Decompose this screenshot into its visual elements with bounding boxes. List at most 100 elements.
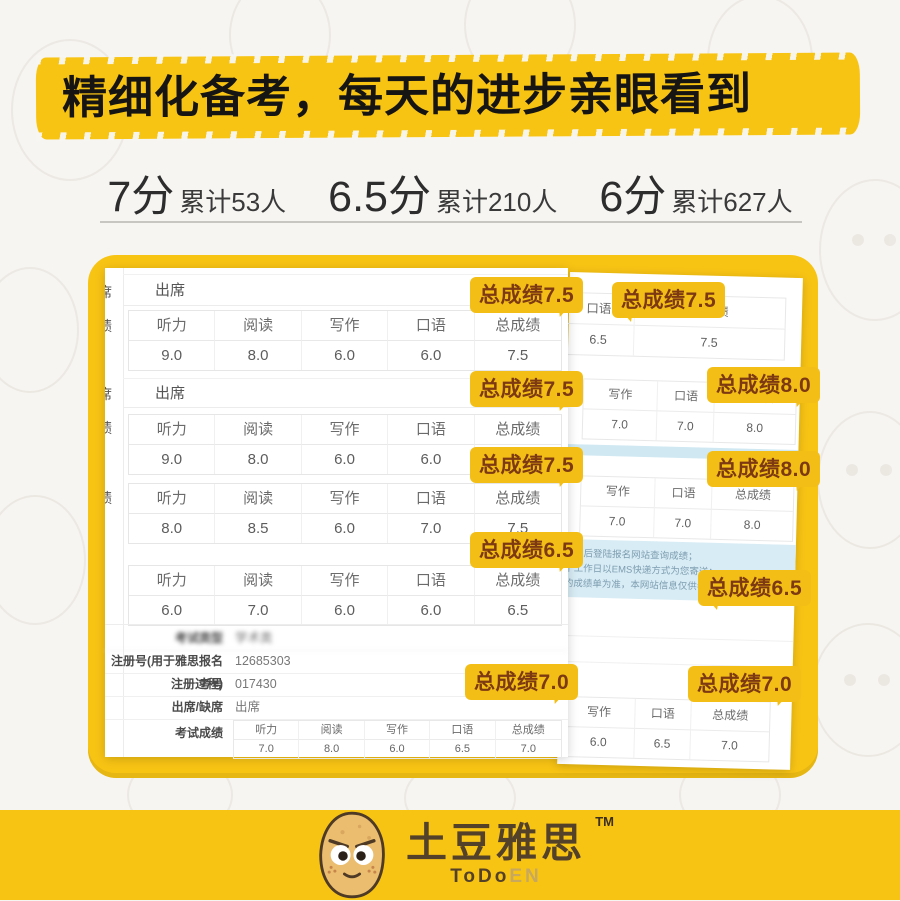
- col-header: 阅读: [215, 566, 302, 596]
- stat-score: 6分: [599, 173, 667, 221]
- score-cell: 6.0: [388, 445, 475, 474]
- form-label: 考号: [198, 677, 223, 691]
- brand-band: 土豆雅思 TM ToDoEN: [0, 810, 900, 900]
- col-header: 阅读: [215, 484, 302, 514]
- score-cell: 6.0: [365, 740, 431, 758]
- score-cell: 9.0: [129, 341, 216, 370]
- col-header: 阅读: [215, 311, 302, 341]
- score-cell: 8.0: [129, 514, 216, 543]
- score-callout: 总成绩6.5: [698, 570, 812, 606]
- col-header: 口语: [655, 478, 714, 510]
- score-cell: 6.0: [388, 341, 475, 370]
- registration-form: 考试类型 学术类 注册号(用于雅思报名注册过程) 12685303 考号 017…: [105, 624, 568, 759]
- score-cell: 7.0: [520, 743, 536, 755]
- col-header: 总成绩: [474, 311, 561, 341]
- col-header: 写作: [301, 484, 389, 514]
- stat-count: 累计53人: [179, 187, 287, 217]
- score-cell: 6.0: [302, 341, 389, 370]
- score-cell: 6.0: [562, 726, 636, 758]
- score-cell: 6.5: [562, 323, 635, 356]
- score-cell: 7.0: [654, 508, 713, 539]
- score-cell: 7.0: [582, 409, 658, 441]
- brand-logo: 土豆雅思 TM ToDoEN: [406, 814, 614, 888]
- score-table: 写作 口语 总成绩 6.0 6.5 7.0: [561, 695, 771, 763]
- form-label: 出席/缺席: [171, 700, 223, 714]
- form-value: 12685303: [235, 654, 291, 668]
- brand-name-cn: 土豆雅思: [406, 819, 586, 866]
- score-cell: 6.0: [129, 596, 216, 625]
- col-header: 阅读: [215, 415, 302, 445]
- score-table: 听力 阅读 写作 口语 总成绩 6.0 7.0 6.0 6.0 6.5: [128, 565, 562, 626]
- cutoff-char: 席: [105, 282, 112, 302]
- col-header: 听力: [129, 484, 216, 514]
- stat-count: 累计627人: [671, 187, 793, 217]
- score-cell: 7.0: [234, 740, 300, 758]
- cutoff-char: 绩: [105, 316, 112, 336]
- attendance-row: 出席: [123, 274, 568, 306]
- empty-row: [559, 634, 794, 668]
- col-header: 听力: [129, 566, 216, 596]
- score-callout: 总成绩7.5: [470, 277, 584, 313]
- stat-item: 6.5分 累计210人: [328, 162, 557, 224]
- col-header: 总成绩: [474, 566, 561, 596]
- form-label: 考试成绩: [174, 726, 223, 740]
- brand-name-en: ToDoEN: [406, 866, 586, 888]
- stat-count: 累计210人: [435, 187, 558, 217]
- form-value: 出席: [235, 700, 261, 714]
- stat-score: 7分: [107, 173, 175, 221]
- score-cell: 6.5: [430, 740, 496, 758]
- col-header: 总成绩: [474, 415, 561, 445]
- col-header: 写作: [580, 476, 656, 509]
- score-cell: 8.0: [743, 517, 761, 533]
- col-header: 口语: [388, 415, 475, 445]
- cutoff-char: 绩: [105, 488, 112, 508]
- attendance-row: 出席: [123, 378, 568, 408]
- headline-title: 精细化备考，每天的进步亲眼看到: [61, 68, 753, 124]
- col-header: 写作: [301, 415, 389, 445]
- score-cell: 6.5: [634, 728, 691, 760]
- form-row-attendance: 出席/缺席 出席: [105, 696, 568, 720]
- score-table: 听力 阅读 写作 口语 总成绩 7.0 8.0 6.0 6.5 7.0: [233, 720, 562, 759]
- score-cell: 7.0: [720, 738, 739, 753]
- score-callout: 总成绩7.0: [688, 666, 802, 702]
- col-header: 口语: [388, 566, 475, 596]
- col-header: 写作: [301, 566, 389, 596]
- score-cell: 8.0: [746, 420, 764, 436]
- potato-mascot-icon: [319, 811, 385, 899]
- attendance-value: 出席: [155, 385, 186, 402]
- col-header: 口语: [635, 698, 692, 731]
- score-callout: 总成绩8.0: [707, 367, 821, 403]
- score-cell: 6.0: [302, 596, 389, 625]
- form-label: 考试类型: [174, 631, 223, 645]
- col-header: 写作: [364, 721, 431, 740]
- form-label: 注册号(用于雅思报名注册过程): [111, 654, 223, 691]
- score-callout: 总成绩7.5: [470, 447, 584, 483]
- score-cell: 7.0: [388, 514, 475, 543]
- col-header: 总成绩: [474, 484, 561, 514]
- score-callout: 总成绩8.0: [707, 451, 821, 487]
- form-row-candidate-no: 考号 017430: [105, 673, 568, 697]
- score-cell: 8.5: [215, 514, 302, 543]
- score-cell: 6.0: [302, 514, 389, 543]
- brand-name-en-light: EN: [509, 866, 542, 888]
- col-header: 听力: [129, 311, 216, 341]
- col-header: 听力: [234, 721, 300, 740]
- col-header: 总成绩: [495, 721, 561, 740]
- score-cell: 7.5: [700, 335, 718, 350]
- form-row-exam-type: 考试类型 学术类: [105, 627, 568, 651]
- stat-score: 6.5分: [328, 173, 431, 221]
- score-callout: 总成绩7.5: [612, 282, 726, 318]
- cutoff-label-gutter: 席 绩 席 绩 绩: [105, 268, 124, 757]
- score-cell: 6.5: [507, 602, 529, 619]
- brand-name-en-main: ToDo: [450, 866, 510, 888]
- form-value: 学术类: [235, 631, 273, 645]
- score-cell: 7.0: [656, 411, 715, 442]
- score-cell: 7.0: [215, 596, 302, 625]
- col-header: 总成绩: [690, 700, 770, 733]
- score-table: 听力 阅读 写作 口语 总成绩 9.0 8.0 6.0 6.0 7.5: [128, 310, 562, 371]
- col-header: 口语: [388, 484, 475, 514]
- headline-banner: 精细化备考，每天的进步亲眼看到: [35, 52, 861, 140]
- col-header: 听力: [129, 415, 216, 445]
- stat-item: 6分 累计627人: [599, 162, 792, 224]
- col-header: 口语: [430, 721, 496, 740]
